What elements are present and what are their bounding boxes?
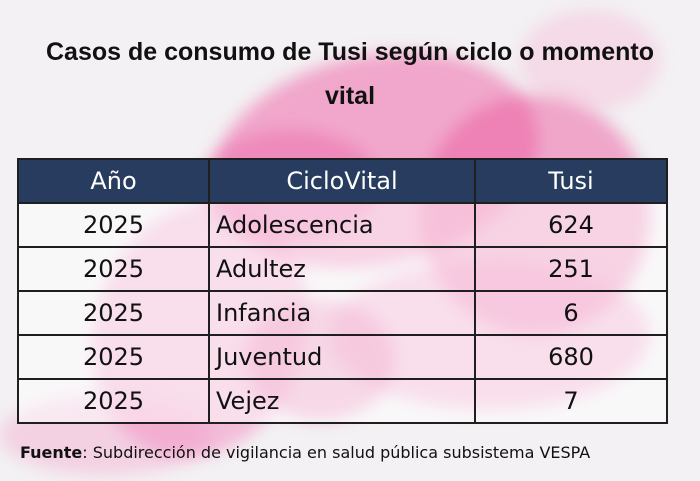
cell-tusi: 624 [474,202,668,248]
table-row: 2025 Adultez 251 [17,246,668,292]
cell-tusi: 6 [474,290,668,336]
table-row: 2025 Vejez 7 [17,378,668,424]
cell-cycle: Adultez [208,246,476,292]
cell-year: 2025 [17,202,210,248]
table-row: 2025 Juventud 680 [17,334,668,380]
table-row: 2025 Infancia 6 [17,290,668,336]
cell-tusi: 7 [474,378,668,424]
column-header-cycle: CicloVital [208,158,476,204]
table-row: 2025 Adolescencia 624 [17,202,668,248]
cell-cycle: Vejez [208,378,476,424]
source-label: Fuente [20,443,83,462]
cell-tusi: 251 [474,246,668,292]
source-text: : Subdirección de vigilancia en salud pú… [82,443,591,462]
table-body: 2025 Adolescencia 624 2025 Adultez 251 2025 Inf… [17,202,668,424]
cell-year: 2025 [17,290,210,336]
cell-cycle: Adolescencia [208,202,476,248]
data-table: Año CicloVital Tusi 2025 Adolescencia 624 2… [17,158,668,424]
column-header-year: Año [17,158,210,204]
cell-year: 2025 [17,246,210,292]
cell-tusi: 680 [474,334,668,380]
table-header-row: Año CicloVital Tusi [17,158,668,204]
cell-cycle: Infancia [208,290,476,336]
cell-year: 2025 [17,334,210,380]
chart-title: Casos de consumo de Tusi según ciclo o m… [46,38,654,110]
source-note: Fuente: Subdirección de vigilancia en sa… [20,443,690,462]
cell-year: 2025 [17,378,210,424]
column-header-tusi: Tusi [474,158,668,204]
cell-cycle: Juventud [208,334,476,380]
